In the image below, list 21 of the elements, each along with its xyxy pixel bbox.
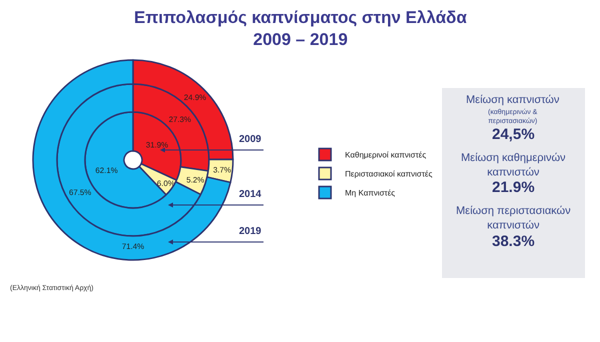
text: Μείωση περιστασιακών καπνιστών: [456, 205, 572, 232]
text: Μείωση καπνιστών: [466, 94, 560, 106]
data-label: 62.1%: [95, 166, 118, 176]
data-label: 71.4%: [122, 242, 144, 251]
slice-label: 2019: [239, 226, 262, 237]
slice-label: 2014: [239, 189, 262, 200]
data-label: 24.9%: [184, 93, 206, 102]
chart-title: Επιπολασμός καπνίσματος στην Ελλάδα 2009 – 2019: [134, 8, 468, 50]
legend-label: Μη Καπνιστές: [345, 188, 396, 198]
text: Μείωση καθημερινών καπνιστών: [461, 152, 566, 178]
data-label: 27.3%: [168, 115, 192, 124]
slice-label: 2009: [239, 134, 262, 145]
legend-label: Καθημερινοί καπνιστές: [345, 150, 426, 160]
data-label: 31.9%: [146, 140, 168, 150]
data-label: 5.2%: [186, 175, 204, 184]
text: 38.3%: [492, 233, 535, 250]
data-label: 3.7%: [213, 165, 232, 174]
legend-label: Περιστασιακοί καπνιστές: [345, 170, 432, 179]
text: 24,5%: [492, 126, 535, 143]
data-label: 67.5%: [68, 188, 92, 198]
text: 21.9%: [492, 179, 535, 196]
